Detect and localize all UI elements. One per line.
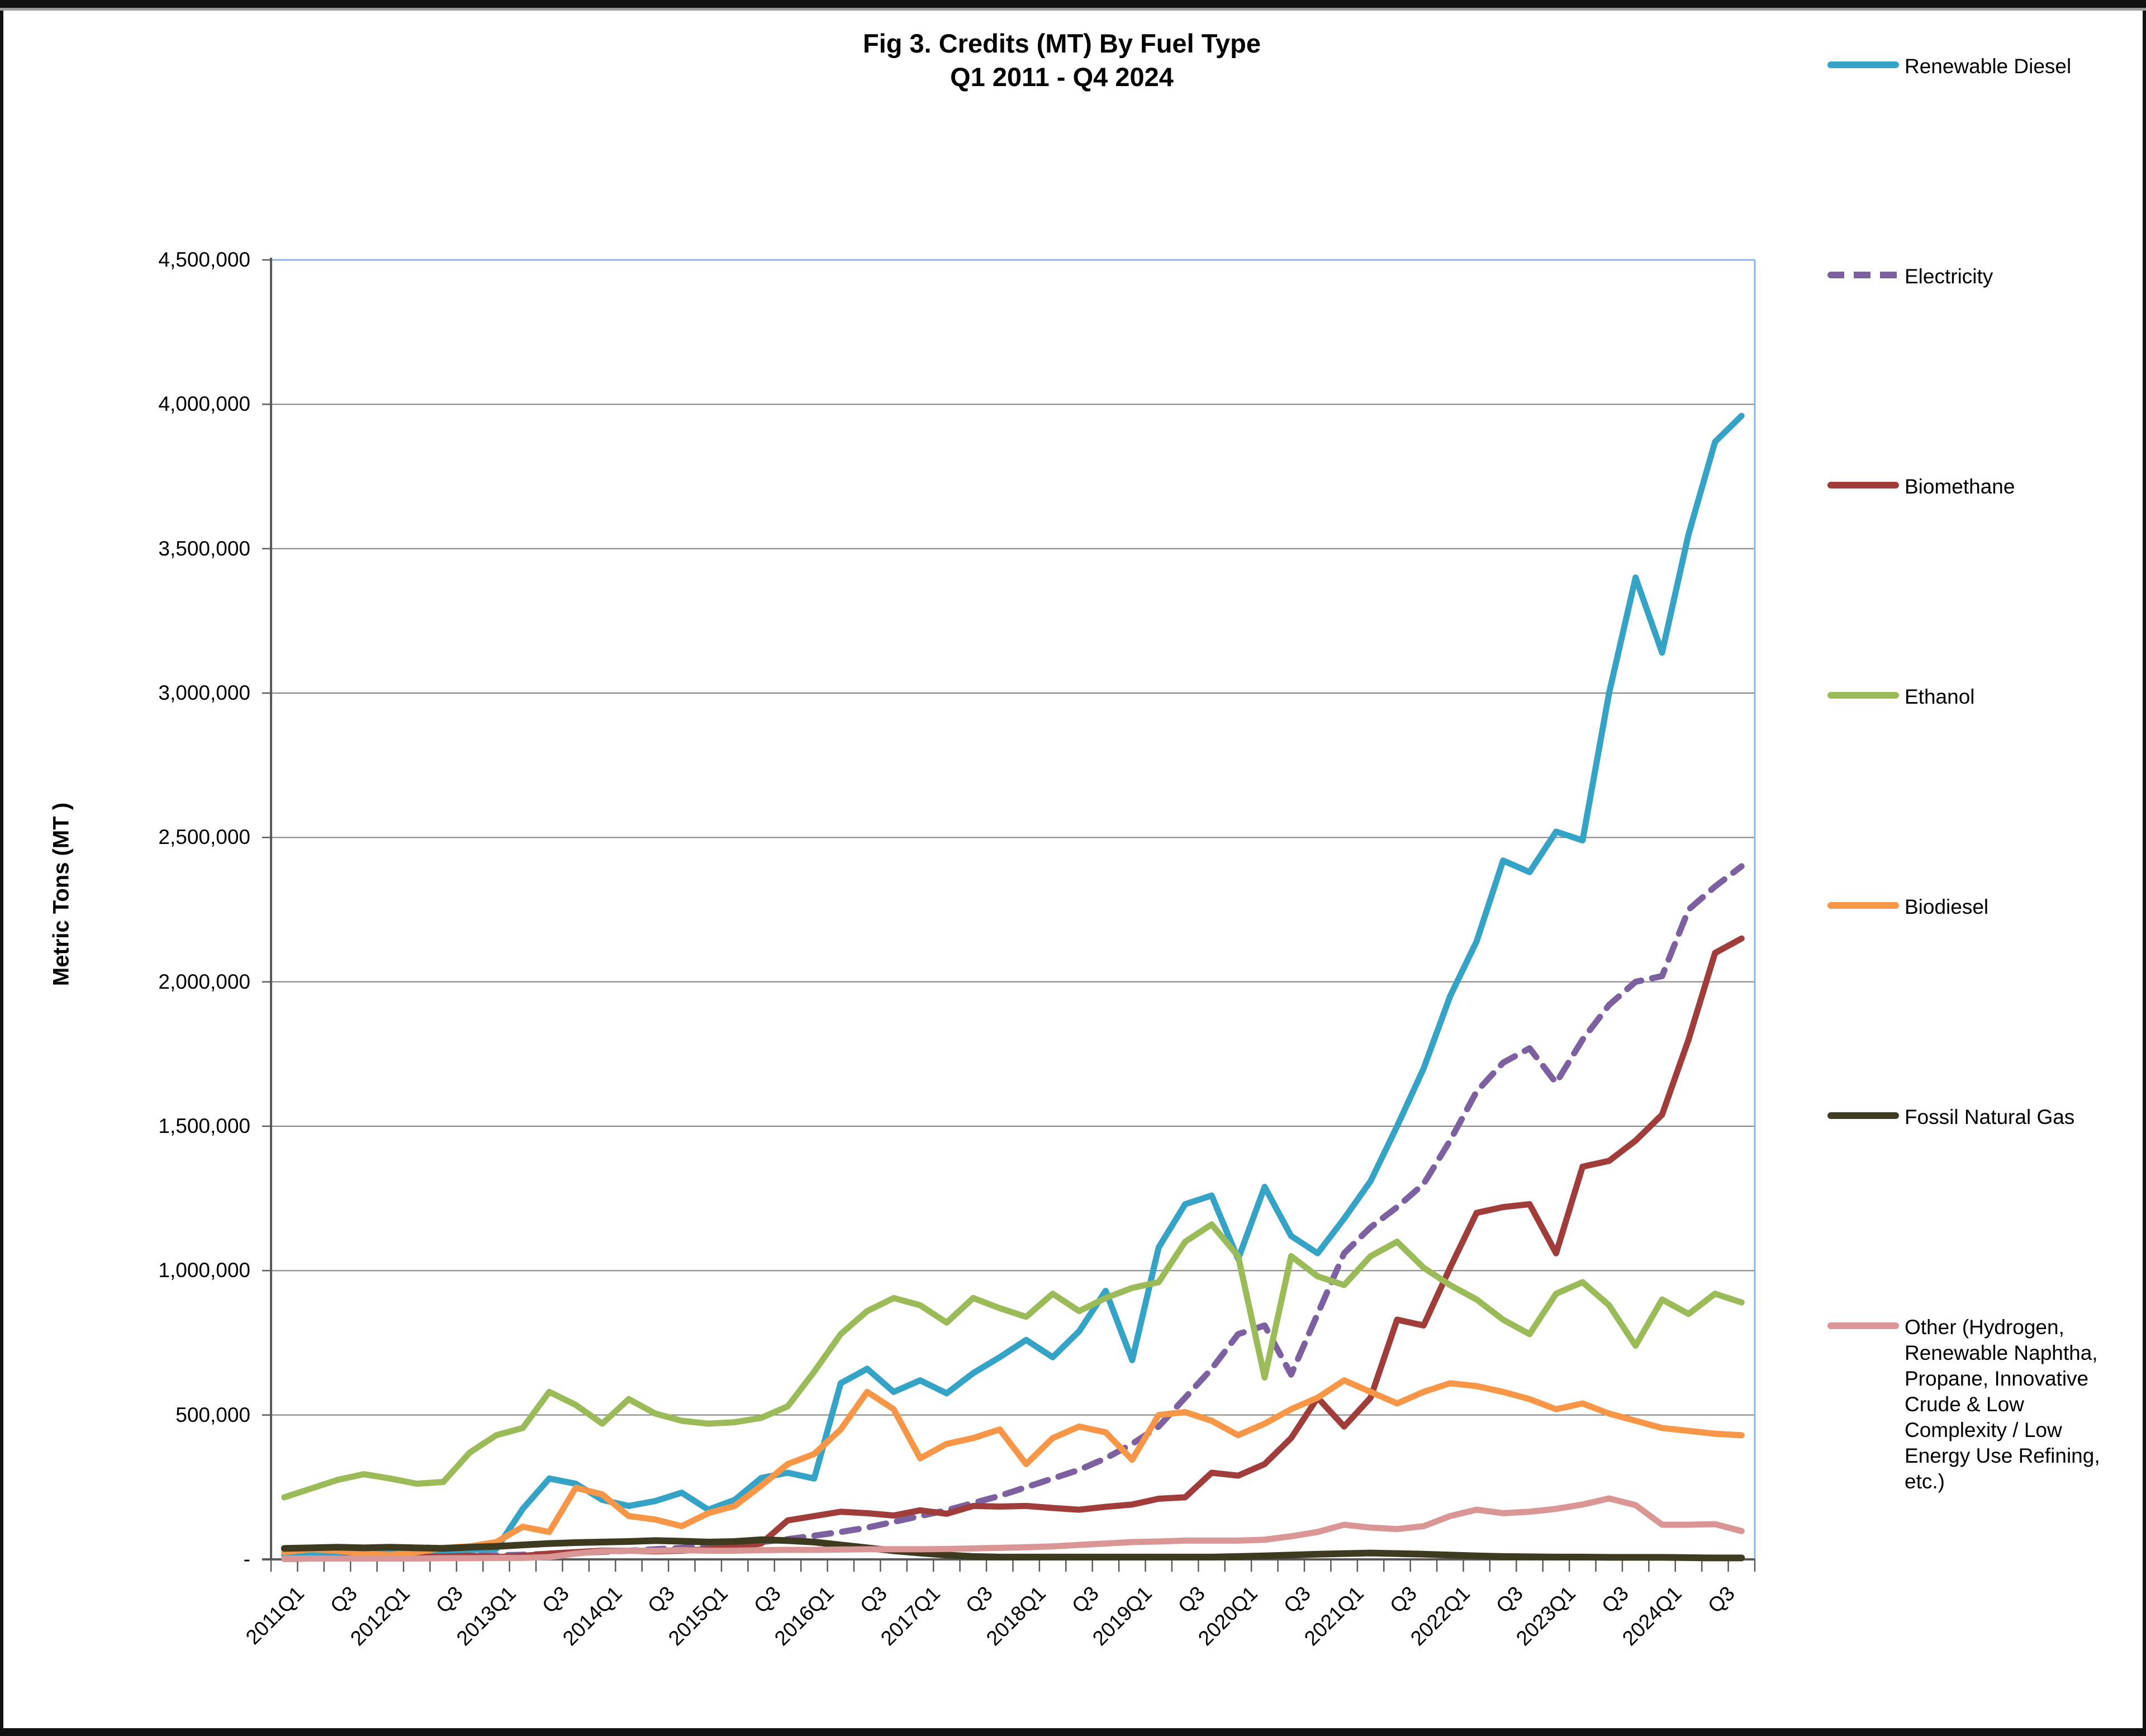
y-tick-label: 3,000,000	[158, 681, 250, 704]
legend-label: Ethanol	[1905, 685, 1975, 708]
legend-label: Biomethane	[1905, 475, 2015, 498]
legend-swatch-line	[1827, 1112, 1899, 1119]
y-tick-label: 500,000	[175, 1403, 250, 1426]
legend-item: Fossil Natural Gas	[1827, 1104, 2074, 1130]
legend-swatch-line	[1827, 902, 1899, 909]
legend-swatch-line	[1827, 1322, 1899, 1329]
legend-label: Renewable Diesel	[1905, 55, 2072, 78]
legend-item: Renewable Diesel	[1827, 54, 2071, 79]
series-line-other-hydrogen-renewable-naphtha-propane-innovative-crude-low-complexity-low-energy-use-refining-etc	[281, 1495, 1745, 1562]
legend-item: Electricity	[1827, 264, 1993, 290]
series-line-biodiesel	[281, 1377, 1745, 1558]
series-line-ethanol	[281, 1221, 1745, 1501]
legend-item: Biodiesel	[1827, 894, 1988, 920]
legend-item: Other (Hydrogen, Renewable Naphtha, Prop…	[1827, 1315, 2128, 1495]
legend-label: Electricity	[1905, 265, 1993, 288]
y-tick-label: 2,000,000	[158, 970, 250, 993]
legend-label: Other (Hydrogen, Renewable Naphtha, Prop…	[1905, 1316, 2100, 1493]
legend-label: Biodiesel	[1905, 895, 1989, 918]
y-tick-label: -	[243, 1548, 250, 1571]
series-line-fossil-natural-gas	[281, 1536, 1745, 1562]
y-tick-label: 1,000,000	[158, 1259, 250, 1282]
y-tick-label: 1,500,000	[158, 1114, 250, 1137]
y-tick-label: 4,000,000	[158, 392, 250, 416]
legend-label: Fossil Natural Gas	[1905, 1106, 2075, 1128]
legend-swatch-line	[1827, 61, 1899, 68]
legend-swatch-line	[1827, 692, 1899, 699]
legend-item: Biomethane	[1827, 474, 2015, 500]
y-tick-label: 3,500,000	[158, 537, 250, 560]
legend-swatch-line	[1827, 482, 1899, 488]
series-line-renewable-diesel	[281, 412, 1745, 1558]
chart-title: Fig 3. Credits (MT) By Fuel Type Q1 2011…	[699, 27, 1425, 94]
series-line-electricity	[281, 863, 1745, 1562]
chart-title-line2: Q1 2011 - Q4 2024	[950, 62, 1174, 92]
series-line-biomethane	[281, 935, 1745, 1562]
y-tick-label: 4,500,000	[158, 248, 250, 271]
legend-item: Ethanol	[1827, 684, 1975, 710]
legend-swatch-dashed-line	[1827, 272, 1899, 278]
chart-title-line1: Fig 3. Credits (MT) By Fuel Type	[862, 29, 1261, 58]
y-tick-label: 2,500,000	[158, 826, 250, 849]
